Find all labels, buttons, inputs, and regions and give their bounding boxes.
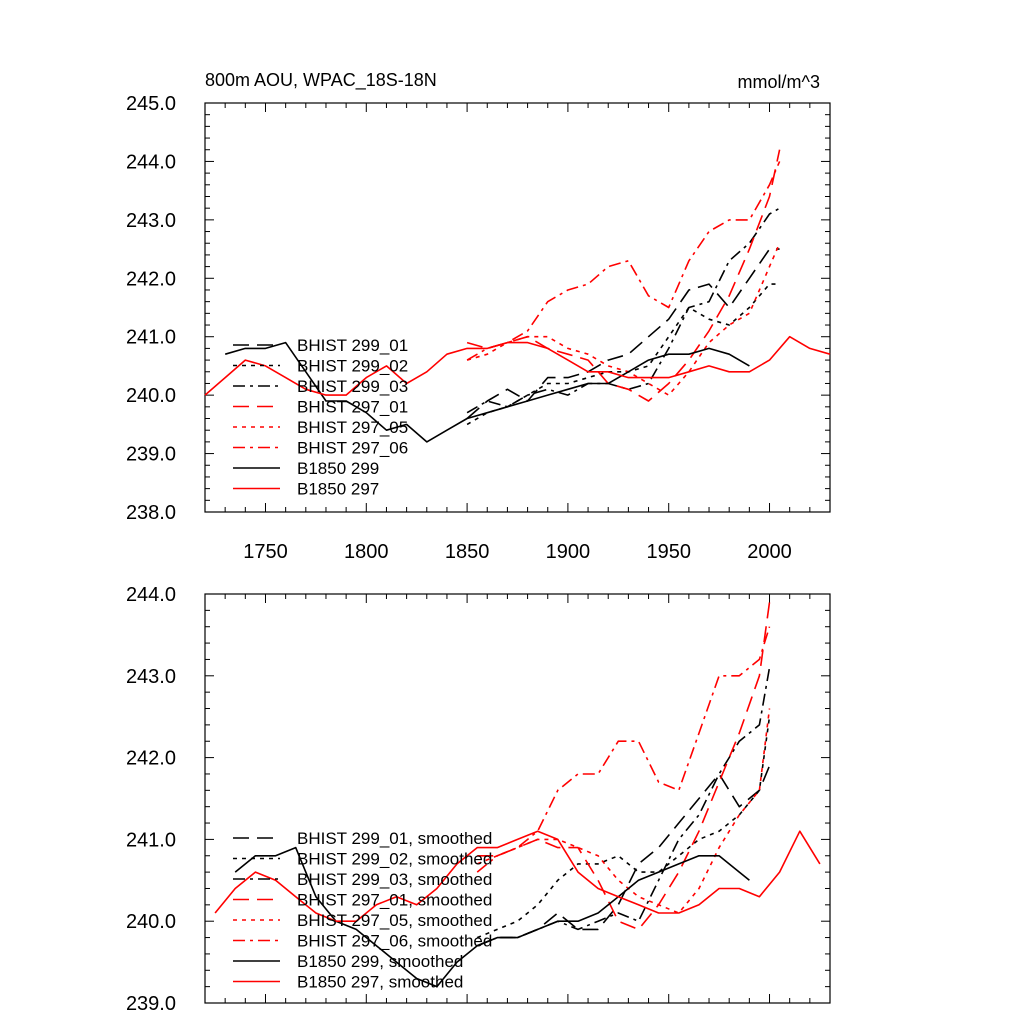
series-line-3 — [466, 149, 781, 402]
legend-label: BHIST 297_06 — [297, 439, 408, 458]
y-tick-label: 239.0 — [126, 993, 176, 1015]
series-line-7 — [204, 335, 831, 396]
plot-frame — [204, 593, 831, 1004]
y-tick-label: 245.0 — [126, 93, 176, 115]
series-line-6 — [224, 341, 750, 443]
x-tick-label: 1950 — [646, 541, 691, 563]
x-tick-label: 1850 — [445, 541, 490, 563]
series-line-2 — [476, 667, 771, 947]
series-line-5 — [466, 161, 781, 361]
y-tick-label: 241.0 — [126, 327, 176, 349]
series-line-3 — [477, 602, 771, 931]
legend-label: BHIST 299_02 — [297, 357, 408, 376]
y-tick-label: 238.0 — [126, 502, 176, 524]
y-tick-label: 242.0 — [126, 268, 176, 290]
chart-units: mmol/m^3 — [738, 72, 820, 92]
legend-label: BHIST 299_03 — [297, 377, 408, 396]
legend-label: BHIST 299_01 — [297, 336, 408, 355]
y-tick-label: 241.0 — [126, 829, 176, 851]
legend-label: BHIST 299_03, smoothed — [297, 870, 492, 889]
top-panel: 238.0 239.0 240.0 241.0 242.0 243.0 244.0 245.0… — [126, 70, 831, 563]
x-tick-label: 1900 — [546, 541, 591, 563]
plot-frame — [204, 102, 831, 513]
x-tick-label: 2000 — [747, 541, 792, 563]
y-tick-label: 240.0 — [126, 385, 176, 407]
y-tick-label: 243.0 — [126, 210, 176, 232]
legend-label: BHIST 297_05 — [297, 418, 408, 437]
legend-label: BHIST 297_06, smoothed — [297, 932, 492, 951]
legend-label: B1850 297, smoothed — [297, 973, 463, 992]
series-line-7 — [214, 830, 821, 922]
y-tick-label: 244.0 — [126, 584, 176, 606]
x-tick-label: 1750 — [243, 541, 288, 563]
chart-title: 800m AOU, WPAC_18S-18N — [205, 70, 437, 91]
series-line-6 — [234, 846, 750, 988]
series-line-4 — [476, 708, 771, 914]
series-line-5 — [476, 626, 771, 873]
legend-label: BHIST 299_02, smoothed — [297, 850, 492, 869]
legend-label: BHIST 297_01, smoothed — [297, 891, 492, 910]
y-tick-label: 244.0 — [126, 151, 176, 173]
y-tick-label: 239.0 — [126, 444, 176, 466]
series-line-0 — [466, 248, 780, 420]
legend-label: BHIST 299_01, smoothed — [297, 829, 492, 848]
legend-label: B1850 297 — [297, 480, 379, 499]
x-tick-label: 1800 — [344, 541, 389, 563]
bottom-panel: 239.0 240.0 241.0 242.0 243.0 244.0 BHIST 299_… — [126, 584, 831, 1015]
legend-label: B1850 299 — [297, 459, 379, 478]
y-tick-label: 240.0 — [126, 911, 176, 933]
series-line-2 — [466, 207, 780, 414]
legend-label: BHIST 297_05, smoothed — [297, 911, 492, 930]
series-line-1 — [476, 716, 771, 939]
legend-label: B1850 299, smoothed — [297, 952, 463, 971]
y-tick-label: 242.0 — [126, 748, 176, 770]
y-tick-label: 243.0 — [126, 666, 176, 688]
legend-label: BHIST 297_01 — [297, 398, 408, 417]
